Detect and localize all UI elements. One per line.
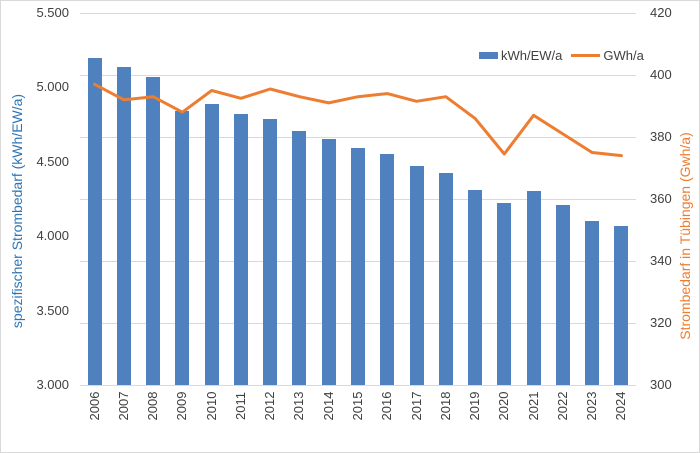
left-tick-label: 4.500 <box>36 153 69 169</box>
bar-2021 <box>526 190 541 385</box>
bar-2013 <box>292 130 307 385</box>
left-tick-label: 5.000 <box>36 79 69 95</box>
bar-2017 <box>409 165 424 385</box>
legend-line-swatch-icon <box>571 54 601 57</box>
x-label-2007: 2007 <box>115 391 131 421</box>
gridline <box>80 137 636 138</box>
right-tick-label: 300 <box>650 377 672 392</box>
bar-2012 <box>263 119 278 385</box>
x-label-2022: 2022 <box>554 391 570 421</box>
right-axis-title: Strombedarf in Tübingen (Gwh/a) <box>677 132 693 340</box>
legend-bar-label: kWh/EW/a <box>501 48 563 63</box>
right-tick-label: 380 <box>650 129 672 144</box>
bar-2015 <box>351 147 365 385</box>
x-label-2020: 2020 <box>496 391 512 421</box>
legend-item-line: GWh/a <box>571 48 644 63</box>
x-label-2019: 2019 <box>467 391 483 421</box>
left-tick-label: 3.500 <box>36 302 69 318</box>
right-tick-label: 320 <box>650 315 672 330</box>
x-label-2021: 2021 <box>525 391 541 421</box>
bar-2010 <box>204 103 219 385</box>
bar-2014 <box>321 138 336 385</box>
bar-2024 <box>614 225 629 385</box>
right-tick-label: 400 <box>650 67 672 82</box>
x-label-2011: 2011 <box>232 392 248 420</box>
x-label-2024: 2024 <box>613 391 629 421</box>
x-label-2016: 2016 <box>379 391 395 421</box>
x-label-2010: 2010 <box>203 391 219 421</box>
gridline <box>80 385 636 386</box>
x-label-2018: 2018 <box>437 391 453 421</box>
legend-bar-swatch-icon <box>479 52 498 59</box>
bar-2022 <box>555 204 570 385</box>
bar-2023 <box>585 221 600 385</box>
bar-2009 <box>175 111 190 385</box>
x-label-2008: 2008 <box>145 391 161 421</box>
bar-2016 <box>380 154 395 385</box>
legend-item-bars: kWh/EW/a <box>479 48 562 63</box>
bar-2019 <box>468 190 483 385</box>
gridline <box>80 75 636 76</box>
left-tick-label: 3.000 <box>36 377 69 392</box>
left-tick-label: 5.500 <box>36 5 69 20</box>
legend: kWh/EW/a GWh/a <box>479 48 644 63</box>
right-tick-label: 340 <box>650 253 672 268</box>
line-series <box>93 82 623 158</box>
x-label-2017: 2017 <box>408 391 424 421</box>
bar-2006 <box>87 57 102 385</box>
right-tick-label: 360 <box>650 191 672 206</box>
bar-2008 <box>146 76 161 385</box>
left-tick-label: 4.000 <box>36 228 69 244</box>
x-label-2014: 2014 <box>320 391 336 421</box>
x-label-2015: 2015 <box>350 391 365 421</box>
bar-2018 <box>438 172 453 385</box>
x-label-2013: 2013 <box>291 391 307 421</box>
legend-line-label: GWh/a <box>603 48 644 63</box>
x-label-2006: 2006 <box>86 391 102 421</box>
right-tick-label: 420 <box>650 5 672 20</box>
x-label-2012: 2012 <box>262 391 278 421</box>
gridline <box>80 13 636 14</box>
x-label-2009: 2009 <box>174 391 190 421</box>
x-label-2023: 2023 <box>584 391 600 421</box>
plot-area <box>80 13 636 386</box>
bar-2020 <box>497 203 512 385</box>
bar-2011 <box>233 114 248 385</box>
bar-2007 <box>116 67 131 385</box>
